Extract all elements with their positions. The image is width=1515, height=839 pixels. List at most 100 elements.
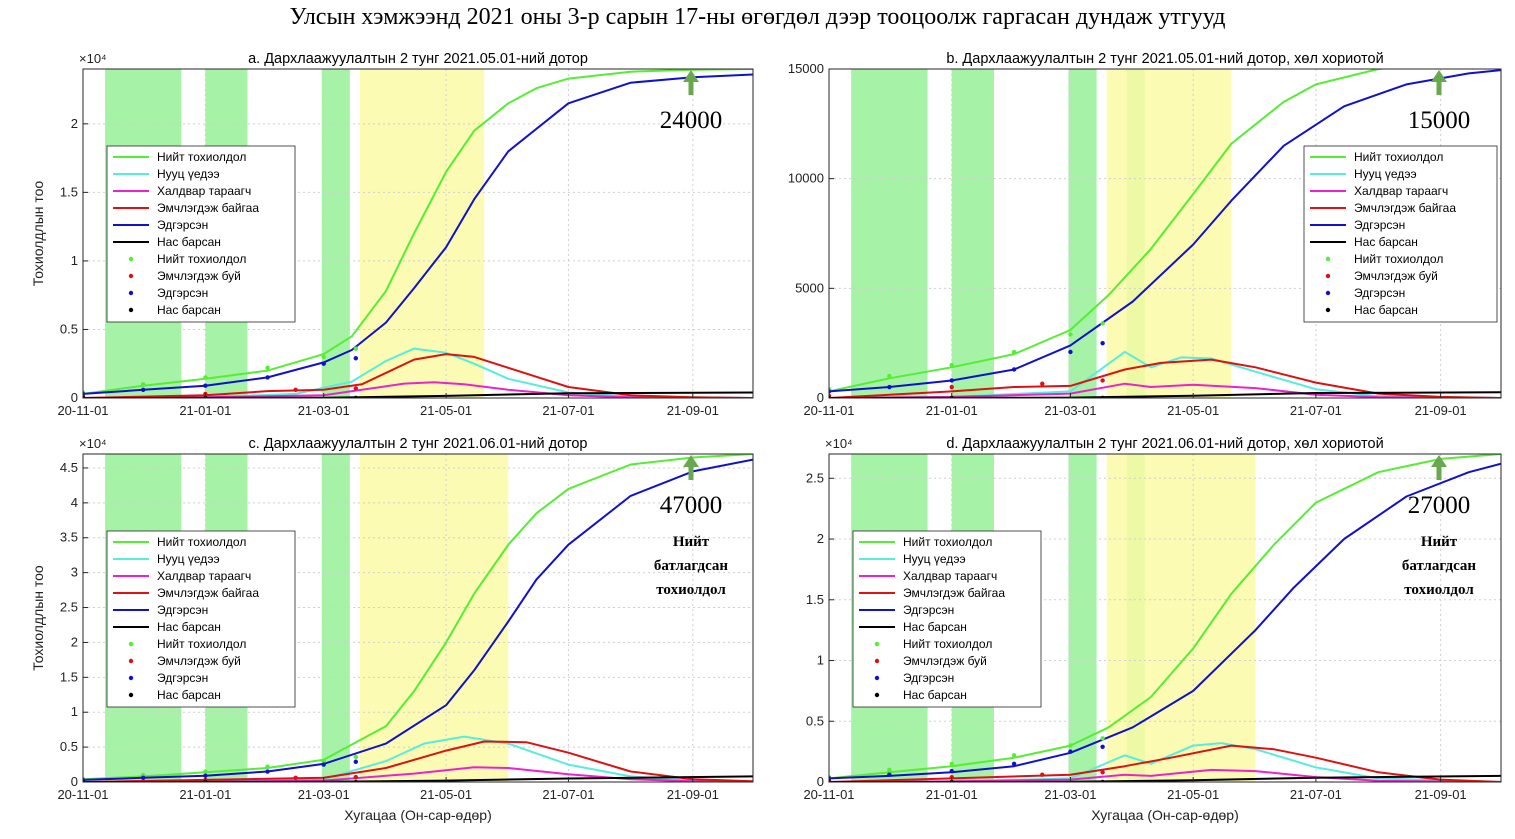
data-point-recovered <box>203 383 208 388</box>
legend-marker-recovered <box>1325 290 1331 296</box>
legend-label: Эдгэрсэн <box>903 603 954 617</box>
panel-c: 20-11-01 21-01-01 21-03-01 21-05-01 21-07-01… <box>30 436 754 823</box>
legend-label: Нийт тохиолдол <box>1354 150 1443 164</box>
x-axis-label: Хугацаа (Он-сар-өдөр) <box>1091 807 1238 823</box>
x-tick-label: 21-05-01 <box>1167 403 1219 418</box>
y-tick-label: 2 <box>71 634 78 649</box>
data-point-recovered <box>140 775 146 781</box>
data-point-treated <box>293 387 298 392</box>
panel-a: 20-11-01 21-01-01 21-03-01 21-05-01 21-07-01… <box>30 51 754 418</box>
annotation-subtext: батлагдсан <box>1402 558 1477 574</box>
series-line-treated <box>83 740 753 782</box>
x-tick-label: 21-09-01 <box>1415 403 1467 418</box>
data-point-treated <box>293 775 298 781</box>
y-tick-label: 5000 <box>795 280 824 295</box>
legend-marker-recovered <box>128 675 134 681</box>
data-point-total <box>1068 743 1073 748</box>
panel-title: c. Дархлаажуулалтын 2 тунг 2021.06.01-ни… <box>249 436 588 452</box>
x-tick-label: 20-11-01 <box>57 787 108 802</box>
y-tick-label: 0 <box>71 390 78 405</box>
legend-marker-treated <box>128 273 134 279</box>
y-tick-label: 0 <box>817 390 824 405</box>
legend-label: Эдгэрсэн <box>903 671 954 685</box>
legend-label: Эмчлэгдэж байгаа <box>157 201 259 215</box>
legend-label: Эмчлэгдэж байгаа <box>903 586 1005 600</box>
x-tick-label: 21-03-01 <box>298 787 350 802</box>
series-line-infectious <box>829 768 1501 782</box>
annotation-value: 47000 <box>660 492 723 519</box>
legend-label: Нууц үедээ <box>157 552 220 566</box>
legend-label: Эмчлэгдэж буй <box>1354 269 1438 283</box>
data-point-deaths <box>829 395 832 398</box>
annotation-subtext: батлагдсан <box>654 558 729 574</box>
data-point-total <box>265 365 270 371</box>
y-tick-label: 1.5 <box>60 669 78 684</box>
data-point-total <box>203 769 208 774</box>
legend-label: Халдвар тараагч <box>157 569 251 583</box>
data-point-treated <box>949 384 954 390</box>
x-tick-label: 21-01-01 <box>179 787 231 802</box>
green-band <box>321 69 350 398</box>
legend-box <box>852 530 1042 708</box>
data-point-deaths <box>83 395 86 398</box>
y-exponent: ×10⁴ <box>79 436 107 451</box>
series-line-latent <box>829 350 1501 398</box>
legend-label: Нийт тохиолдол <box>157 150 246 164</box>
y-tick-label: 4.5 <box>60 460 78 475</box>
data-point-recovered <box>1011 761 1017 766</box>
legend-label: Эмчлэгдэж буй <box>157 269 241 283</box>
axes-box <box>828 453 1502 783</box>
x-tick-label: 21-07-01 <box>542 787 594 802</box>
axes-box <box>82 453 754 783</box>
annotation-value: 24000 <box>660 107 723 134</box>
legend-label: Нас барсан <box>157 235 221 249</box>
legend-label: Эдгэрсэн <box>1354 286 1405 300</box>
y-tick-label: 0 <box>71 774 78 789</box>
series-line-treated <box>829 744 1501 782</box>
x-tick-label: 21-01-01 <box>926 787 978 802</box>
y-tick-label: 15000 <box>788 61 824 76</box>
legend-label: Нас барсан <box>1354 303 1418 317</box>
data-point-recovered <box>829 389 832 394</box>
legend-marker-treated <box>1325 273 1331 279</box>
panel-title: a. Дархлаажуулалтын 2 тунг 2021.05.01-ни… <box>248 51 588 67</box>
x-tick-label: 21-09-01 <box>667 787 719 802</box>
legend-label: Нийт тохиолдол <box>1354 252 1443 266</box>
series-line-recovered <box>83 458 753 781</box>
legend-marker-treated <box>128 658 134 664</box>
y-tick-label: 1.5 <box>806 592 824 607</box>
data-point-recovered <box>1100 744 1105 749</box>
arrow-head-icon <box>1431 70 1447 82</box>
data-point-total <box>1100 736 1105 741</box>
legend-label: Халдвар тараагч <box>903 569 997 583</box>
series-line-total <box>829 454 1501 780</box>
data-point-treated <box>353 386 359 391</box>
y-tick-label: 1.5 <box>60 184 78 199</box>
legend-label: Эмчлэгдэж буй <box>157 654 241 668</box>
data-point-recovered <box>887 384 892 390</box>
legend-label: Нууц үедээ <box>1354 167 1417 181</box>
green-band <box>851 69 928 398</box>
x-tick-label: 21-09-01 <box>1415 787 1467 802</box>
x-tick-label: 21-07-01 <box>1290 403 1342 418</box>
data-point-recovered <box>949 768 954 774</box>
axes-box <box>82 68 754 399</box>
legend-box <box>1303 145 1498 323</box>
legend-marker-deaths <box>874 692 880 698</box>
legend-label: Нас барсан <box>157 688 221 702</box>
data-point-recovered <box>265 375 270 380</box>
x-tick-label: 20-11-01 <box>803 787 854 802</box>
series-line-infectious <box>829 382 1501 398</box>
x-tick-label: 20-11-01 <box>803 403 854 418</box>
y-tick-label: 1 <box>817 653 824 668</box>
x-tick-label: 21-05-01 <box>1167 787 1219 802</box>
data-point-total <box>887 767 892 773</box>
data-point-recovered <box>265 769 270 774</box>
data-point-recovered <box>1068 749 1073 754</box>
annotation-value: 27000 <box>1408 492 1471 519</box>
legend-label: Нийт тохиолдол <box>157 252 246 266</box>
annotation-subtext: Нийт <box>673 534 710 550</box>
legend-label: Халдвар тараагч <box>1354 184 1448 198</box>
y-tick-label: 3.5 <box>60 530 78 545</box>
series-line-total <box>83 454 753 781</box>
